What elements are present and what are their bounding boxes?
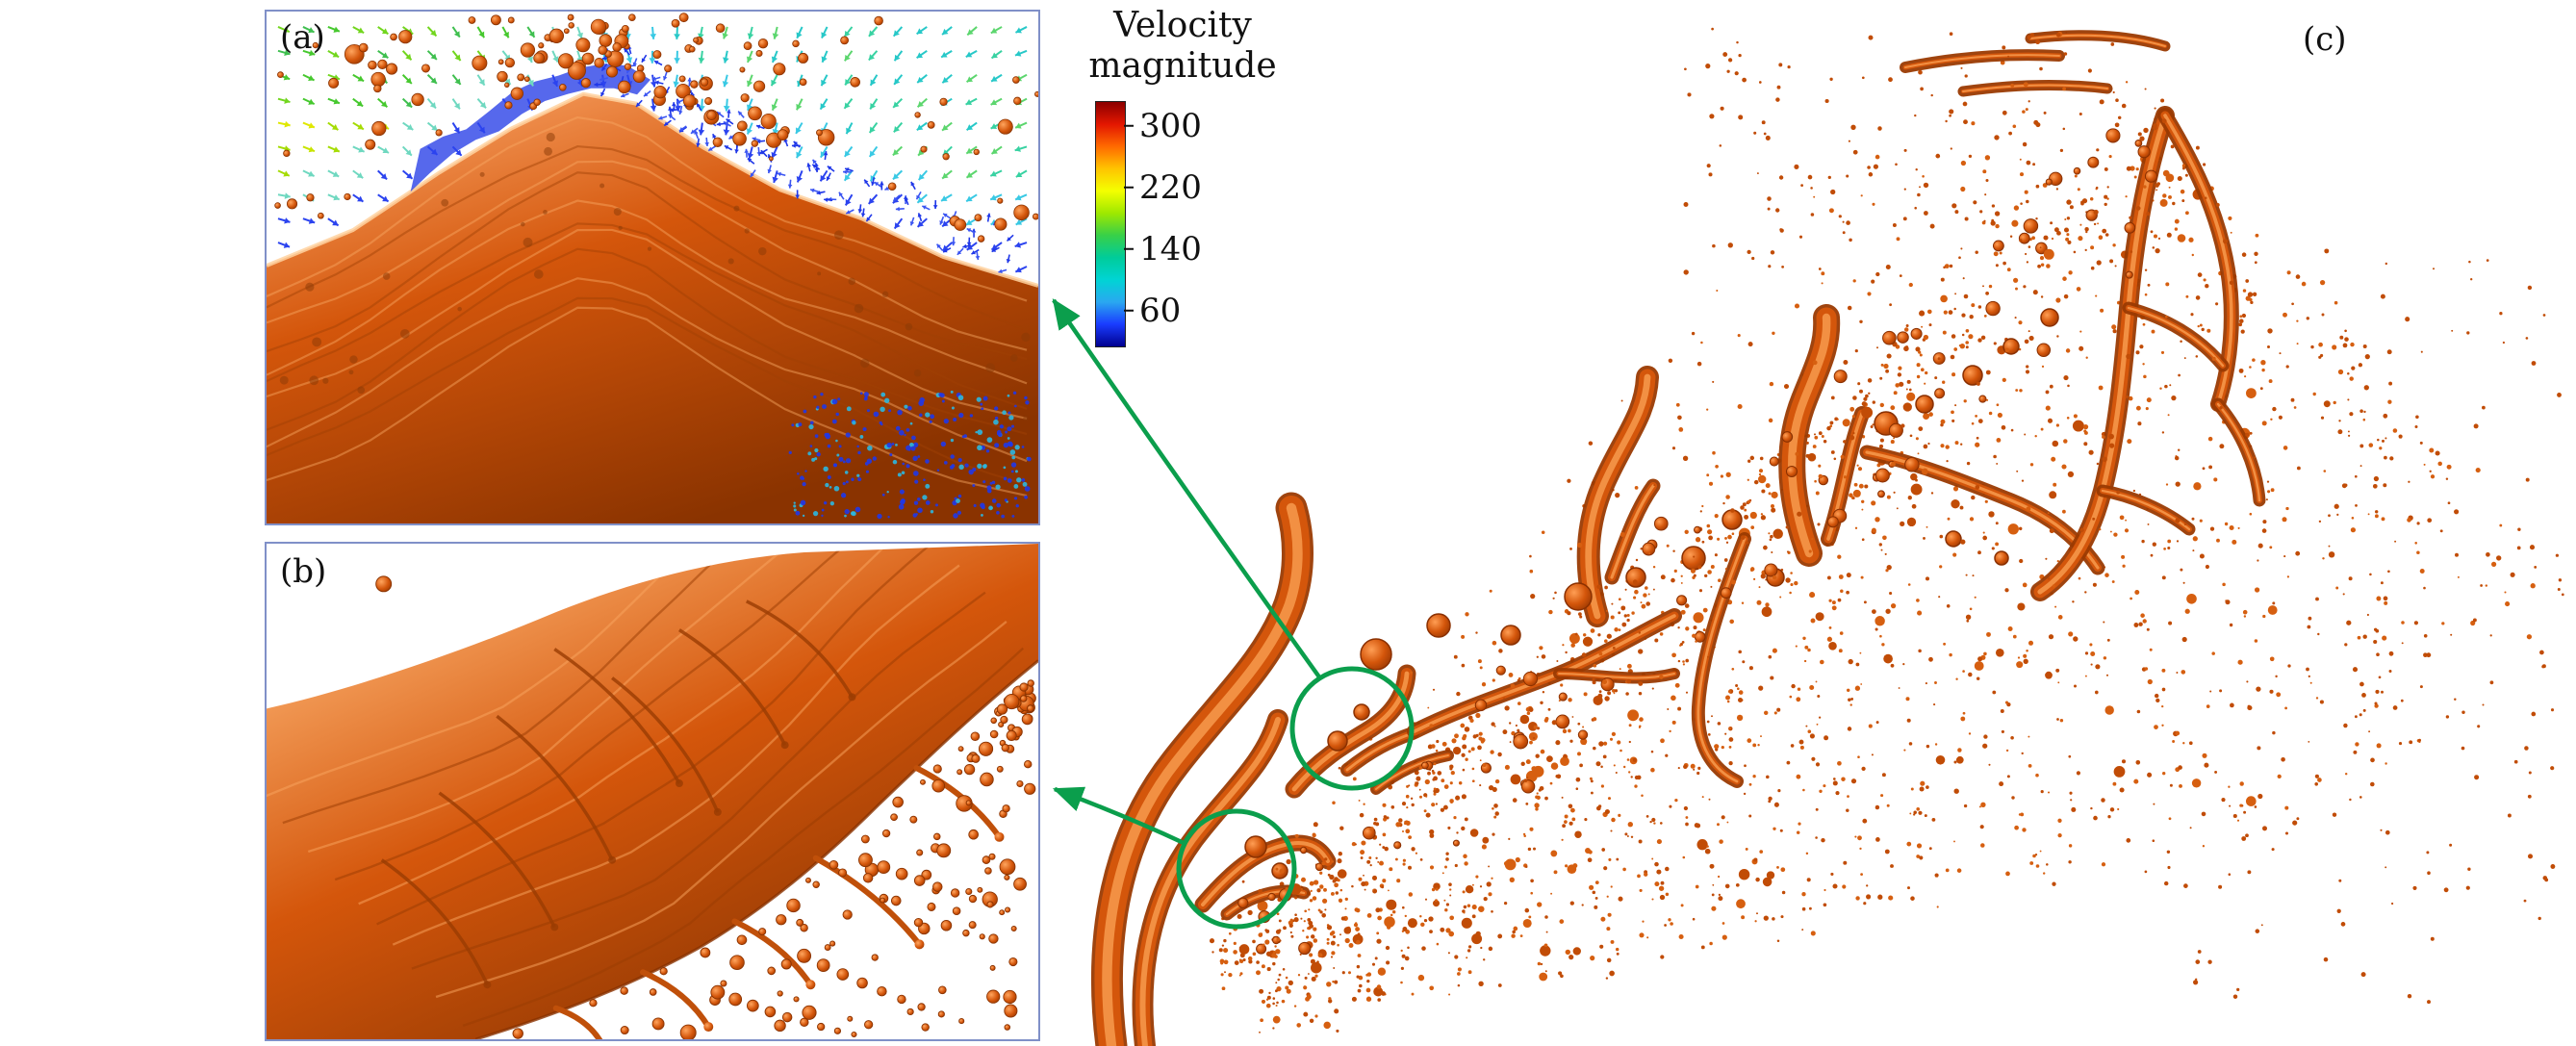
colorbar-title-line2: magnitude [1088, 46, 1277, 87]
colorbar-title-line1: Velocity [1113, 6, 1252, 45]
panel-b: (b) [265, 542, 1040, 1041]
colorbar-title: Velocity magnitude [1062, 6, 1303, 88]
panel-b-label: (b) [280, 552, 327, 591]
colorbar-tick-60: 60 [1139, 291, 1182, 330]
colorbar: Velocity magnitude 300 220 140 60 [1062, 6, 1303, 357]
panel-a-vector-field-rendering [267, 13, 1038, 523]
colorbar-tick-220: 220 [1139, 167, 1202, 207]
panel-c-spray-rendering [1090, 27, 2564, 1046]
panel-a: (a) [265, 10, 1040, 525]
panel-c: (c) [1058, 0, 2576, 1046]
colorbar-tick-300: 300 [1139, 106, 1202, 145]
highlight-circle-to-b [1176, 808, 1297, 930]
panel-a-label: (a) [280, 18, 325, 57]
panel-c-label: (c) [2303, 20, 2347, 59]
colorbar-gradient-bar [1095, 100, 1126, 347]
colorbar-tick-140: 140 [1139, 229, 1202, 268]
highlight-circle-to-a [1289, 666, 1415, 791]
colorbar-body: 300 220 140 60 [1062, 100, 1303, 357]
panel-b-surface-rendering [267, 544, 1038, 1039]
